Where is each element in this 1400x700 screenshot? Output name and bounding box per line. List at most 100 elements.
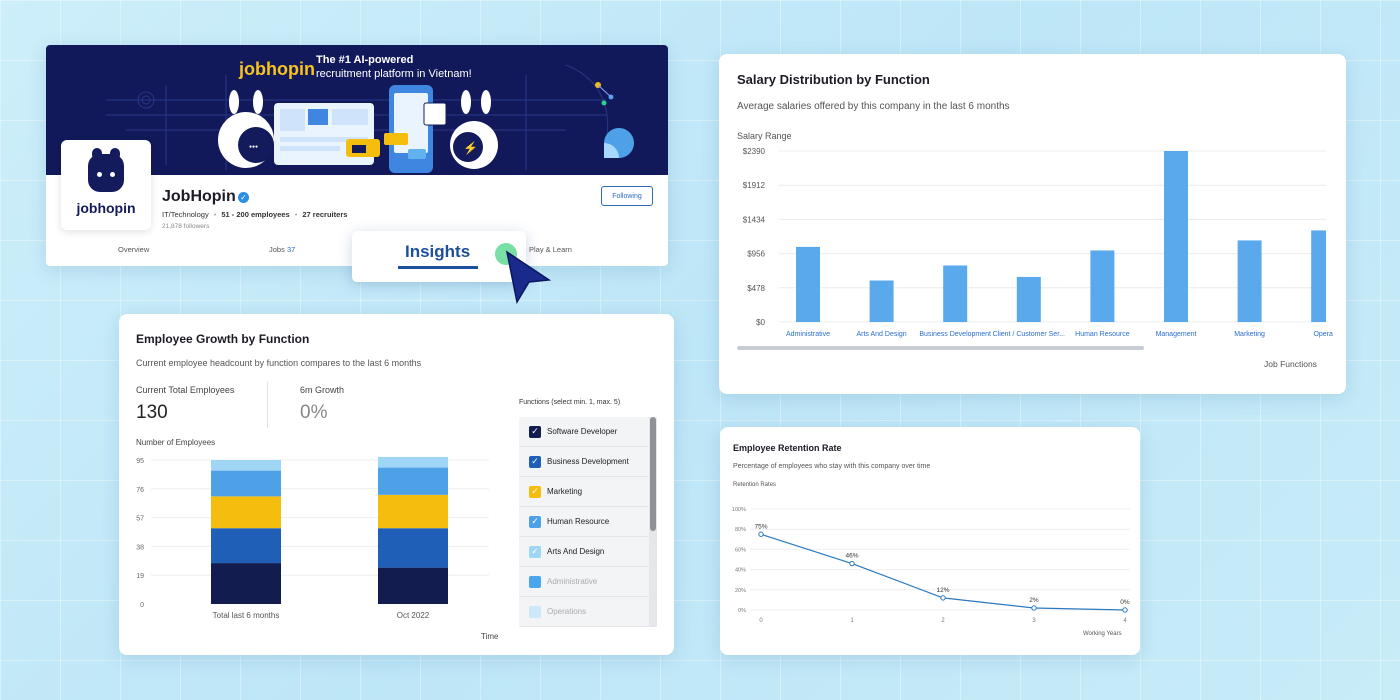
functions-list[interactable]: Operations Administrative ✓ Arts And Design…: [519, 417, 657, 627]
salary-bar: [1311, 230, 1326, 322]
tab-jobs[interactable]: Jobs 37: [269, 245, 295, 254]
functions-scrollbar[interactable]: [649, 417, 657, 627]
company-profile-card: ●●● ⚡ jobhopin: [46, 45, 668, 266]
salary-chart-scrollbar[interactable]: [737, 346, 1144, 350]
functions-scroll-thumb[interactable]: [650, 417, 656, 531]
function-option-label: Marketing: [547, 487, 583, 496]
checkbox-checked-icon[interactable]: ✓: [529, 425, 541, 438]
function-option-label: Operations: [547, 607, 587, 616]
logo-wordmark: jobhopin: [76, 200, 136, 216]
checkbox-checked-icon[interactable]: ✓: [529, 455, 541, 468]
y-tick-label: $2390: [743, 147, 766, 156]
x-tick-label: 1: [850, 618, 854, 624]
function-option-label: Arts And Design: [547, 547, 605, 556]
checkbox-checked-icon[interactable]: ✓: [529, 545, 541, 558]
company-name: JobHopin: [162, 188, 236, 205]
retention-point: [1122, 607, 1128, 613]
salary-distribution-card: Salary Distribution by Function Average …: [719, 54, 1346, 394]
growth-stacked-bar-chart: 0 19 38 57 76 95 Total last 6 months Oct 2022: [136, 456, 489, 620]
y-tick-label: $956: [747, 250, 765, 259]
stacked-bar-segment: [378, 528, 448, 568]
tab-jobs-count: 37: [286, 245, 296, 254]
growth-rate-label: 6m Growth: [300, 385, 345, 395]
tab-jobs-label: Jobs: [269, 245, 285, 254]
retention-point: [1031, 605, 1037, 611]
salary-bar: [1016, 276, 1041, 322]
y-tick-label: $1434: [743, 215, 766, 224]
company-banner: ●●● ⚡ jobhopin: [46, 45, 668, 175]
data-label: 0%: [1120, 599, 1130, 606]
company-recruiters: 27 recruiters: [302, 210, 348, 219]
function-option[interactable]: ✓ Software Developer: [519, 417, 649, 447]
stacked-bar-segment: [211, 563, 281, 604]
salary-bar: [943, 265, 968, 322]
retention-y-axis-label: Retention Rates: [733, 482, 777, 488]
data-label: 46%: [845, 553, 858, 560]
current-employees-value: 130: [136, 402, 168, 423]
y-tick-label: 40%: [735, 568, 746, 574]
function-option[interactable]: Administrative: [519, 567, 649, 597]
x-tick-label: Arts And Design: [856, 331, 906, 338]
function-option[interactable]: ✓ Marketing: [519, 477, 649, 507]
x-tick-label: Total last 6 months: [213, 611, 280, 620]
tab-overview[interactable]: Overview: [118, 245, 150, 254]
x-tick-label: 2: [941, 618, 945, 624]
y-tick-label: 38: [136, 544, 144, 551]
retention-subtitle: Percentage of employees who stay with th…: [733, 463, 931, 470]
svg-text:●●●: ●●●: [249, 144, 258, 150]
checkbox-unchecked-icon[interactable]: [529, 575, 541, 588]
y-tick-label: 0: [140, 602, 144, 609]
x-tick-label: Business Development: [919, 331, 991, 338]
stats-divider: [267, 382, 268, 428]
salary-bar: [1090, 250, 1115, 322]
function-option[interactable]: ✓ Business Development: [519, 447, 649, 477]
stacked-bar-segment: [211, 528, 281, 564]
growth-x-axis-label: Time: [481, 632, 499, 641]
svg-text:⚡: ⚡: [463, 141, 478, 155]
salary-bar: [869, 280, 894, 322]
x-tick-label: Administrative: [786, 331, 830, 338]
y-tick-label: 60%: [735, 547, 746, 553]
x-tick-label: 4: [1123, 618, 1127, 624]
checkbox-checked-icon[interactable]: ✓: [529, 485, 541, 498]
function-option[interactable]: ✓ Arts And Design: [519, 537, 649, 567]
retention-title: Employee Retention Rate: [733, 443, 842, 453]
function-option-label: Business Development: [547, 457, 629, 466]
retention-x-axis-label: Working Years: [1083, 631, 1122, 637]
salary-subtitle: Average salaries offered by this company…: [737, 101, 1010, 112]
stacked-bar-segment: [211, 460, 281, 471]
banner-logo: jobhopin: [239, 59, 315, 79]
x-tick-label: Opera: [1313, 331, 1333, 338]
jobhopin-mascot-icon: [88, 148, 124, 192]
salary-title: Salary Distribution by Function: [737, 72, 930, 87]
following-button[interactable]: Following: [601, 186, 653, 206]
y-tick-label: $478: [747, 284, 765, 293]
functions-title: Functions (select min. 1, max. 5): [519, 399, 621, 406]
stacked-bar-segment: [211, 496, 281, 529]
y-tick-label: 0%: [738, 608, 746, 614]
growth-rate-value: 0%: [300, 402, 328, 423]
banner-tagline-line-1: The #1 AI-powered: [316, 54, 414, 66]
tab-insights-label: Insights: [405, 242, 471, 261]
function-option[interactable]: Operations: [519, 597, 649, 627]
checkbox-unchecked-icon[interactable]: [529, 605, 541, 618]
tab-play-and-learn[interactable]: Play & Learn: [529, 245, 572, 254]
company-logo: jobhopin: [61, 140, 151, 230]
y-tick-label: 20%: [735, 588, 746, 594]
tab-insights-underline: [398, 266, 478, 269]
checkbox-checked-icon[interactable]: ✓: [529, 515, 541, 528]
company-followers: 21,878 followers: [162, 223, 210, 230]
x-tick-label: Management: [1156, 331, 1197, 338]
data-label: 75%: [754, 523, 767, 530]
retention-point: [940, 595, 946, 601]
function-option[interactable]: ✓ Human Resource: [519, 507, 649, 537]
retention-rate-card: Employee Retention Rate Percentage of em…: [720, 427, 1140, 655]
salary-bar: [1164, 151, 1188, 322]
salary-bar: [796, 246, 820, 322]
tab-insights[interactable]: Insights: [352, 231, 526, 282]
current-employees-label: Current Total Employees: [136, 385, 235, 395]
salary-x-axis-label: Job Functions: [1264, 359, 1317, 369]
growth-y-axis-label: Number of Employees: [136, 438, 216, 447]
y-tick-label: 76: [136, 487, 144, 494]
x-tick-label: Human Resource: [1075, 331, 1130, 338]
